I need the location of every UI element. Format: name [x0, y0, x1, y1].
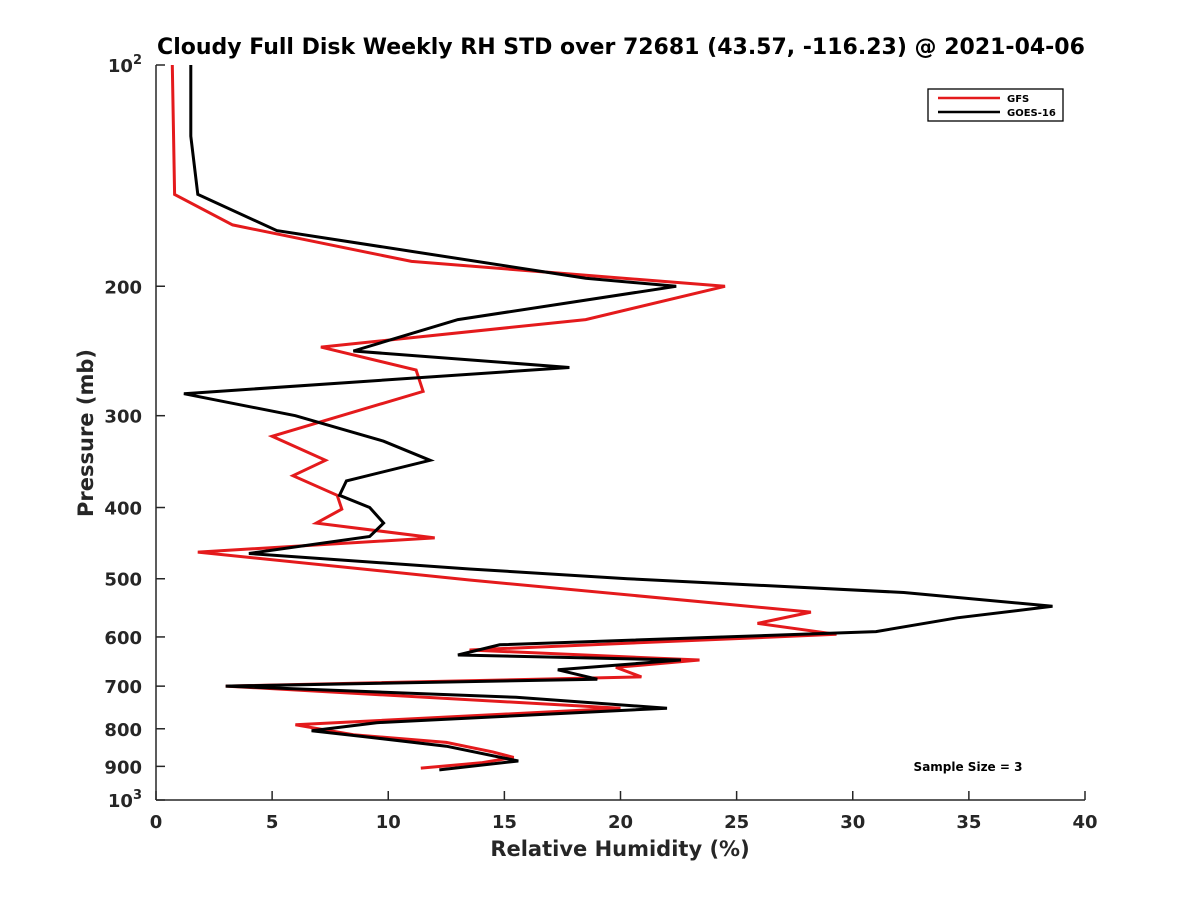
y-axis-label: Pressure (mb): [74, 349, 98, 517]
x-tick-label: 35: [956, 812, 981, 833]
y-tick-label: 900: [104, 757, 142, 778]
x-tick-label: 30: [840, 812, 865, 833]
y-tick-label: 103: [108, 788, 142, 812]
x-tick-label: 0: [150, 812, 163, 833]
y-tick-label: 600: [104, 628, 142, 649]
axes-layer: 0 5 10 15 20 25 30 35 40 102 200 300 400 500 600 700 800…: [104, 53, 1097, 833]
series-layer: [170, 64, 1053, 772]
y-tick-label: 800: [104, 720, 142, 741]
x-tick-label: 20: [608, 812, 633, 833]
y-tick-label: 200: [104, 277, 142, 298]
y-tick-label: 102: [108, 53, 142, 77]
legend: GFS GOES-16: [927, 88, 1064, 122]
x-tick-label: 40: [1072, 812, 1097, 833]
sample-size-annotation: Sample Size = 3: [914, 760, 1023, 774]
x-axis-label: Relative Humidity (%): [490, 837, 749, 861]
y-tick-label: 300: [104, 407, 142, 428]
y-tick-label: 500: [104, 570, 142, 591]
y-tick-label: 700: [104, 677, 142, 698]
series-line-goes-16: [183, 65, 1053, 772]
x-tick-label: 15: [492, 812, 517, 833]
y-tick-label: 400: [104, 499, 142, 520]
x-tick-label: 5: [266, 812, 279, 833]
x-tick-label: 10: [376, 812, 401, 833]
chart-title: Cloudy Full Disk Weekly RH STD over 7268…: [157, 35, 1085, 60]
legend-entry: GOES-16: [1007, 108, 1056, 119]
x-tick-label: 25: [724, 812, 749, 833]
legend-entry: GFS: [1007, 94, 1029, 105]
legend-box: [927, 88, 1064, 122]
